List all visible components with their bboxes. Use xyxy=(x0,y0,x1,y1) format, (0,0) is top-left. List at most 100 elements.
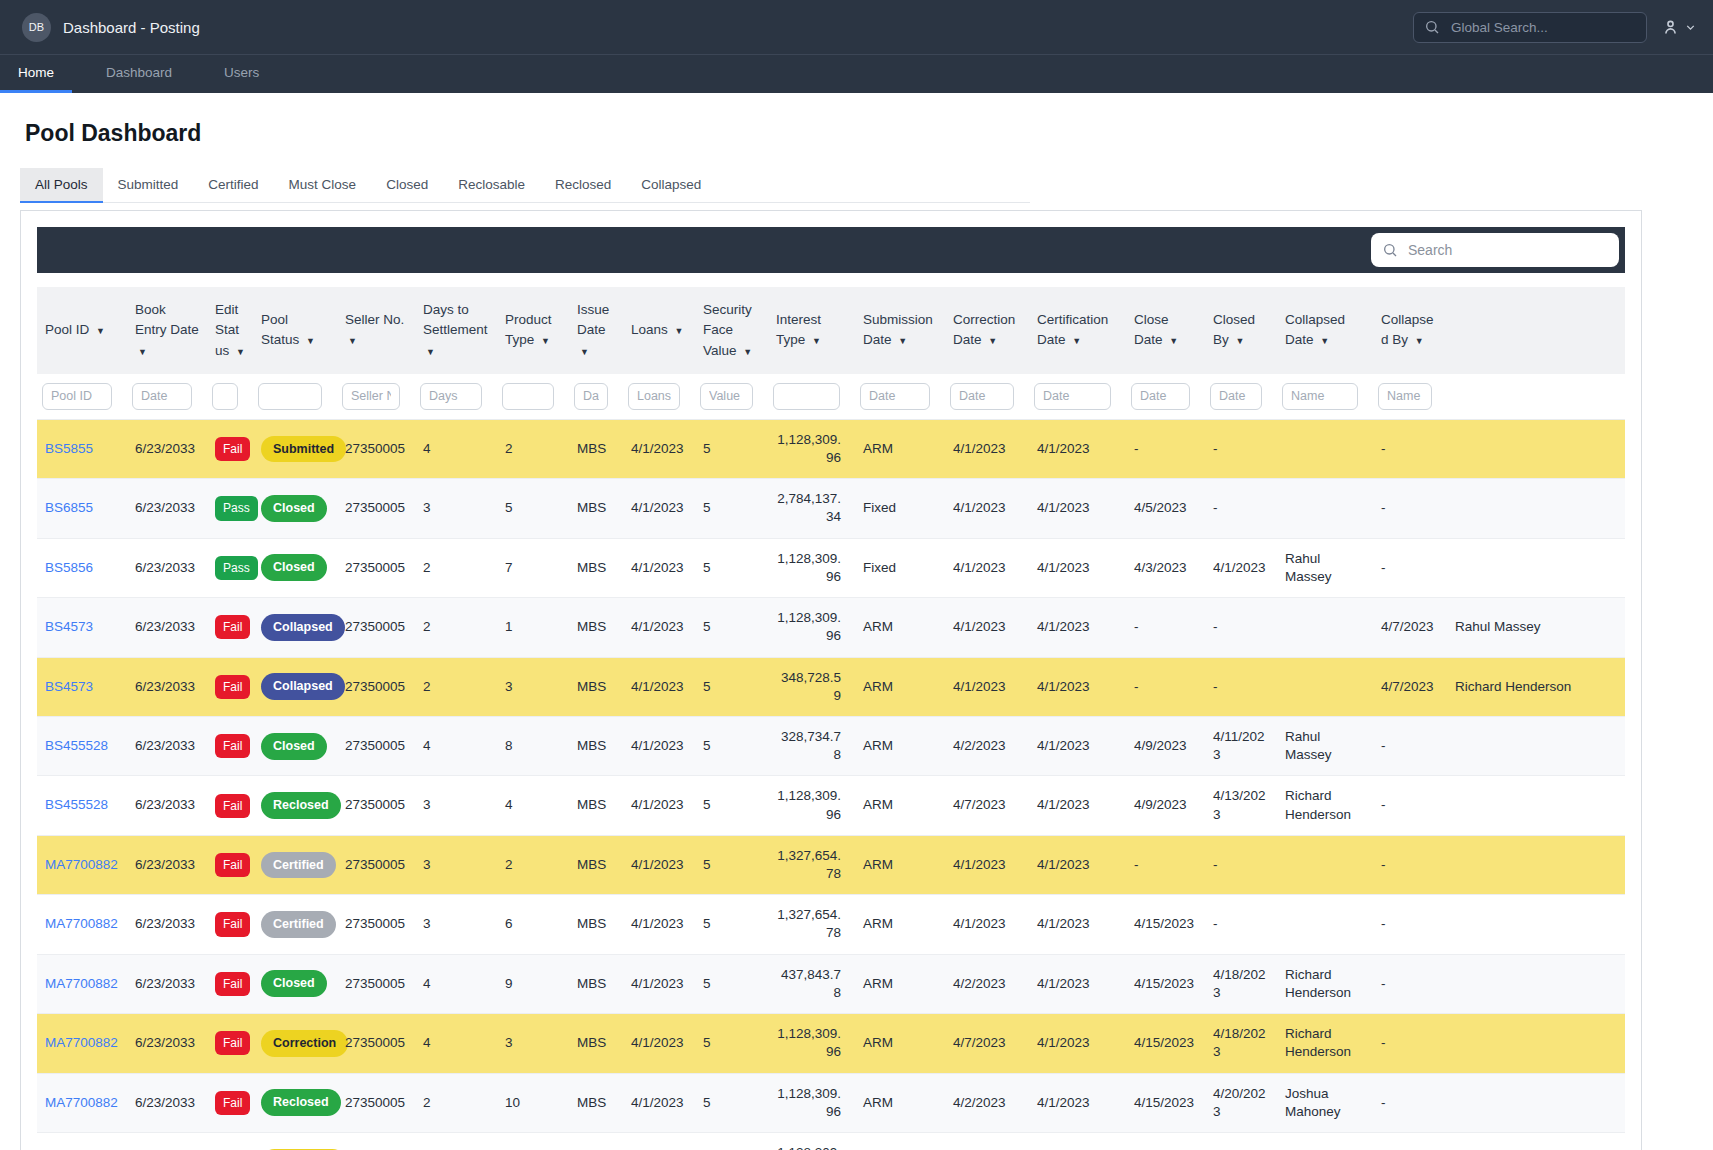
filter-cell xyxy=(623,374,695,420)
filter-input-col-3[interactable] xyxy=(212,383,238,410)
filter-input-col-13[interactable] xyxy=(950,383,1014,410)
filter-cell xyxy=(253,374,337,420)
column-header-pool-status[interactable]: Pool Status ▼ xyxy=(253,287,337,374)
tab-submitted[interactable]: Submitted xyxy=(103,168,194,203)
nav-item-home[interactable]: Home xyxy=(0,55,72,93)
pool-id-link[interactable]: MA7700882 xyxy=(45,857,118,872)
table-search-input[interactable] xyxy=(1406,241,1608,259)
filter-input-col-9[interactable] xyxy=(628,383,680,410)
cell: 4/1/2023 xyxy=(1029,538,1126,597)
filter-input-col-15[interactable] xyxy=(1131,383,1190,410)
column-header-closed-by[interactable]: Closed By ▼ xyxy=(1205,287,1277,374)
table-row: MA77008826/23/2033FailCertified273500053… xyxy=(37,835,1625,894)
tab-collapsed[interactable]: Collapsed xyxy=(626,168,716,203)
column-header-certification-date[interactable]: Certification Date ▼ xyxy=(1029,287,1126,374)
cell: MBS xyxy=(569,538,623,597)
sort-icon[interactable]: ▼ xyxy=(236,347,245,357)
column-header-days-to-settlement[interactable]: Days to Settlement ▼ xyxy=(415,287,497,374)
column-header-submission-date[interactable]: Submission Date ▼ xyxy=(855,287,945,374)
cell: - xyxy=(1373,716,1447,775)
sort-icon[interactable]: ▼ xyxy=(306,336,315,346)
column-header-interest-type[interactable]: Interest Type ▼ xyxy=(768,287,855,374)
filter-input-col-7[interactable] xyxy=(502,383,554,410)
sort-icon[interactable]: ▼ xyxy=(96,326,105,336)
column-header-correction-date[interactable]: Correction Date ▼ xyxy=(945,287,1029,374)
sort-icon[interactable]: ▼ xyxy=(426,347,435,357)
pool-id-link[interactable]: MA7700882 xyxy=(45,1095,118,1110)
column-header-issue-date[interactable]: Issue Date ▼ xyxy=(569,287,623,374)
tab-closed[interactable]: Closed xyxy=(371,168,443,203)
column-header-product-type[interactable]: Product Type ▼ xyxy=(497,287,569,374)
column-header-collapsed-date[interactable]: Collapsed Date ▼ xyxy=(1277,287,1373,374)
filter-input-col-11[interactable] xyxy=(773,383,840,410)
nav-item-users[interactable]: Users xyxy=(206,55,277,93)
global-search-input[interactable] xyxy=(1449,19,1636,36)
cell: MBS xyxy=(569,895,623,954)
column-header-seller-no[interactable]: Seller No. ▼ xyxy=(337,287,415,374)
column-label: Correction Date xyxy=(953,312,1015,347)
filter-input-col-4[interactable] xyxy=(258,383,322,410)
pool-id-link[interactable]: MA7700882 xyxy=(45,976,118,991)
sort-icon[interactable]: ▼ xyxy=(812,336,821,346)
column-header-edit-status[interactable]: Edit Status ▼ xyxy=(207,287,253,374)
pool-id-link[interactable]: MA7700882 xyxy=(45,1035,118,1050)
column-header-security-face-value[interactable]: Security Face Value ▼ xyxy=(695,287,768,374)
column-header-loans[interactable]: Loans ▼ xyxy=(623,287,695,374)
column-header-pool-id[interactable]: Pool ID ▼ xyxy=(37,287,127,374)
filter-input-col-8[interactable] xyxy=(574,383,608,410)
filter-input-col-1[interactable] xyxy=(42,383,112,410)
column-label: Close Date xyxy=(1134,312,1169,347)
filter-input-col-5[interactable] xyxy=(342,383,400,410)
filter-input-col-18[interactable] xyxy=(1378,383,1432,410)
cell: ARM xyxy=(855,776,945,835)
pool-id-link[interactable]: BS5856 xyxy=(45,560,93,575)
filter-input-col-10[interactable] xyxy=(700,383,753,410)
filter-input-col-2[interactable] xyxy=(132,383,192,410)
pool-id-link[interactable]: BS5855 xyxy=(45,441,93,456)
tab-must-close[interactable]: Must Close xyxy=(274,168,372,203)
sort-icon[interactable]: ▼ xyxy=(580,347,589,357)
cell: 1 xyxy=(497,1133,569,1150)
sort-icon[interactable]: ▼ xyxy=(988,336,997,346)
pool-id-link[interactable]: BS4573 xyxy=(45,679,93,694)
sort-icon[interactable]: ▼ xyxy=(138,347,147,357)
filter-input-col-17[interactable] xyxy=(1282,383,1358,410)
tab-reclosed[interactable]: Reclosed xyxy=(540,168,626,203)
column-header-book-entry-date[interactable]: Book Entry Date ▼ xyxy=(127,287,207,374)
nav-item-dashboard[interactable]: Dashboard xyxy=(88,55,190,93)
cell: 4/7/2023 xyxy=(945,1014,1029,1073)
tab-reclosable[interactable]: Reclosable xyxy=(443,168,540,203)
cell: 4/1/2023 xyxy=(623,1014,695,1073)
sort-icon[interactable]: ▼ xyxy=(898,336,907,346)
sort-icon[interactable]: ▼ xyxy=(1169,336,1178,346)
cell: 4/1/2023 xyxy=(945,538,1029,597)
cell: 4/1/2023 xyxy=(945,835,1029,894)
filter-input-col-16[interactable] xyxy=(1210,383,1262,410)
pool-id-link[interactable]: BS4573 xyxy=(45,619,93,634)
tab-all-pools[interactable]: All Pools xyxy=(20,168,103,203)
sort-icon[interactable]: ▼ xyxy=(1320,336,1329,346)
sort-icon[interactable]: ▼ xyxy=(675,326,684,336)
search-icon xyxy=(1424,19,1440,35)
sort-icon[interactable]: ▼ xyxy=(348,336,357,346)
filter-input-col-12[interactable] xyxy=(860,383,930,410)
table-row: MA88008826/23/2033FailSubmitted273500051… xyxy=(37,1133,1625,1150)
filter-input-col-14[interactable] xyxy=(1034,383,1111,410)
sort-icon[interactable]: ▼ xyxy=(541,336,550,346)
pool-id-link[interactable]: BS455528 xyxy=(45,797,108,812)
sort-icon[interactable]: ▼ xyxy=(1236,336,1245,346)
column-header-close-date[interactable]: Close Date ▼ xyxy=(1126,287,1205,374)
tab-certified[interactable]: Certified xyxy=(193,168,273,203)
cell: 4/1/2023 xyxy=(623,479,695,538)
cell: 4/1/2023 xyxy=(1029,479,1126,538)
pool-id-link[interactable]: BS6855 xyxy=(45,500,93,515)
filter-input-col-6[interactable] xyxy=(420,383,482,410)
sort-icon[interactable]: ▼ xyxy=(1415,336,1424,346)
pool-status-pill: Correction xyxy=(261,1030,348,1057)
pool-id-link[interactable]: BS455528 xyxy=(45,738,108,753)
sort-icon[interactable]: ▼ xyxy=(1072,336,1081,346)
pool-id-link[interactable]: MA7700882 xyxy=(45,916,118,931)
user-menu[interactable] xyxy=(1661,18,1697,37)
column-header-collapsed-by[interactable]: Collapsed By ▼ xyxy=(1373,287,1447,374)
sort-icon[interactable]: ▼ xyxy=(743,347,752,357)
